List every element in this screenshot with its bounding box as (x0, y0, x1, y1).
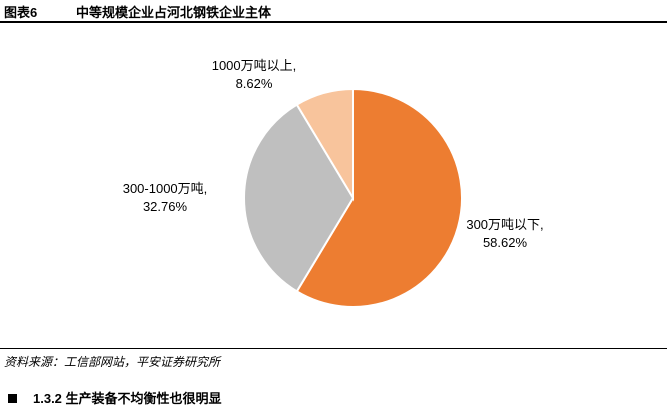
slice-label-1: 300万吨以下, 58.62% (466, 217, 543, 250)
pie-slice-1 (295, 87, 463, 308)
square-bullet-icon (8, 394, 17, 403)
footer-rule (0, 348, 667, 349)
slice-label-percent: 32.76% (143, 199, 188, 214)
slice-label-percent: 58.62% (483, 235, 528, 250)
slice-label-category: 300万吨以下, (466, 217, 543, 232)
figure-title: 中等规模企业占河北钢铁企业主体 (76, 5, 272, 20)
slice-label-2: 300-1000万吨, 32.76% (123, 181, 208, 214)
section-heading-text: 1.3.2 生产装备不均衡性也很明显 (33, 391, 222, 406)
source-note: 资料来源：工信部网站，平安证券研究所 (4, 355, 221, 369)
pie-chart: 300万吨以下, 58.62% 300-1000万吨, 32.76% 1000万吨以上,… (123, 58, 544, 308)
figure-label: 图表6 (4, 5, 38, 20)
pie-slice-3 (295, 87, 354, 202)
slice-label-category: 300-1000万吨, (123, 181, 208, 196)
slice-label-category: 1000万吨以上, (212, 58, 297, 73)
section-heading: 1.3.2 生产装备不均衡性也很明显 (8, 388, 222, 407)
figure-header: 图表6 中等规模企业占河北钢铁企业主体 (0, 0, 667, 22)
header-rule (0, 21, 667, 23)
slice-label-percent: 8.62% (236, 76, 273, 91)
slice-label-3: 1000万吨以上, 8.62% (212, 58, 297, 91)
pie-slice-2 (243, 103, 355, 293)
